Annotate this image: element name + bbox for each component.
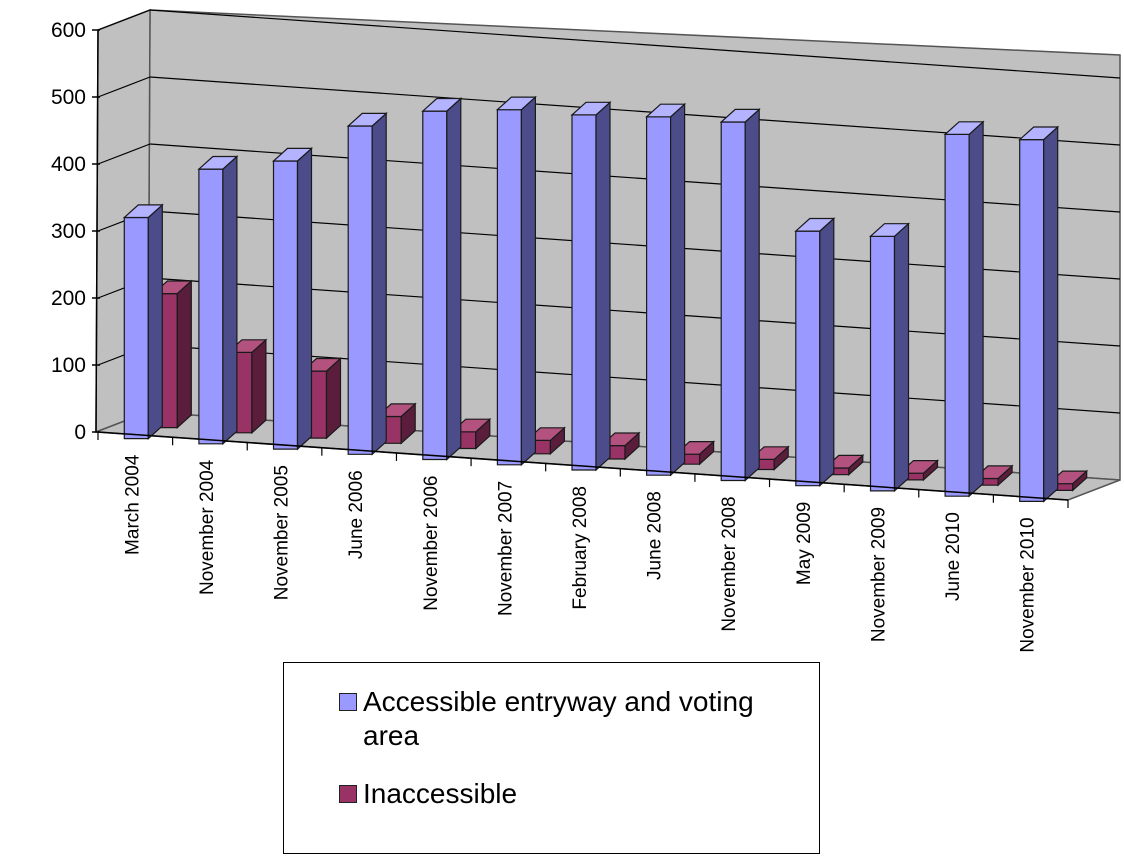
bar-accessible-top [570, 101, 612, 116]
bar-accessible-top [794, 217, 836, 232]
bar-accessible-top [1018, 126, 1060, 141]
bar-inaccessible-side [325, 357, 342, 440]
bar-accessible [943, 120, 985, 498]
legend-swatch-inaccessible [339, 785, 357, 803]
bar-accessible-side [222, 155, 238, 446]
bar-accessible-top [495, 96, 537, 111]
bar-accessible [271, 147, 314, 451]
category-axis-labels: March 2004 November 2004 November 2005 June… [97, 431, 1069, 653]
y-tick-label: 0 [74, 421, 86, 444]
x-tick-label: February 2008 [570, 486, 591, 610]
bar-accessible-front [347, 125, 373, 455]
bar-accessible [868, 222, 911, 493]
legend-swatch-accessible [339, 693, 357, 711]
bar-accessible-side [520, 95, 537, 467]
bar-accessible-front [944, 133, 970, 497]
bar-accessible-front [1019, 139, 1045, 502]
gridline-side [97, 76, 151, 98]
bar-inaccessible-side [251, 338, 267, 435]
bar-accessible [794, 217, 836, 488]
legend-item-inaccessible: Inaccessible [339, 777, 517, 811]
bar-accessible-side [147, 203, 163, 440]
x-tick-label: November 2005 [271, 465, 292, 600]
bar-accessible-front [795, 230, 821, 487]
bar-accessible-front [571, 114, 597, 471]
bar-accessible [122, 203, 164, 440]
x-tick-label: November 2010 [1018, 517, 1039, 652]
category-axis-line [97, 431, 1069, 501]
bar-accessible-side [1043, 125, 1059, 503]
gridline [149, 9, 1121, 79]
bar-accessible [719, 108, 761, 482]
bar-accessible-top [346, 112, 388, 127]
bar-accessible-side [296, 147, 313, 451]
gridline-side [97, 9, 151, 31]
y-tick-label: 300 [51, 220, 86, 243]
legend-label-inaccessible: Inaccessible [363, 778, 518, 809]
x-tick-label: May 2009 [794, 502, 815, 585]
bar-accessible [421, 97, 463, 461]
bar-accessible-front [422, 110, 448, 461]
bar-accessible [570, 100, 612, 472]
y-tick-label: 200 [51, 287, 86, 310]
bar-accessible-top [868, 223, 911, 237]
bar-accessible-top [421, 97, 463, 112]
bar-accessible-side [744, 108, 760, 482]
y-tick-label: 100 [51, 354, 86, 377]
bar-accessible-side [893, 222, 910, 493]
bar-inaccessible [1047, 469, 1089, 492]
bar-accessible-top [645, 103, 687, 118]
bar-accessible-side [595, 100, 611, 472]
bar-accessible-front [496, 109, 523, 466]
bar-accessible-side [446, 97, 462, 461]
bar-accessible-front [869, 235, 896, 492]
bar-accessible-front [123, 216, 149, 440]
x-tick-label: June 2008 [645, 491, 666, 580]
chart: 0 100 200 300 400 500 600 March 2004 November 2… [51, 8, 1121, 653]
bar-accessible [346, 112, 388, 456]
x-tick-label: November 2006 [421, 476, 442, 611]
bar-inaccessible-side [176, 279, 192, 429]
x-tick-label: November 2009 [869, 507, 890, 642]
bar-accessible [1018, 125, 1060, 503]
bar-accessible [197, 155, 239, 446]
x-tick-label: June 2006 [346, 470, 367, 559]
bar-accessible [495, 95, 537, 467]
y-tick-label: 500 [51, 86, 86, 109]
bar-accessible-top [943, 121, 985, 135]
x-tick-label: June 2010 [943, 512, 964, 601]
bar-accessible-side [819, 217, 835, 488]
y-tick-label: 400 [51, 153, 86, 176]
bar-accessible-front [198, 168, 224, 445]
bar-accessible-front [272, 160, 299, 450]
bar-accessible-front [645, 116, 672, 476]
y-tick-label: 600 [51, 19, 86, 42]
legend-label-accessible: Accessible entryway and voting area [363, 686, 754, 751]
value-axis: 0 100 200 300 400 500 600 [51, 19, 100, 444]
x-tick-label: November 2008 [719, 496, 740, 631]
legend: Accessible entryway and voting area Inac… [283, 662, 820, 854]
bar-accessible-side [669, 102, 686, 477]
bar-accessible-side [371, 112, 387, 456]
bar-accessible-top [197, 155, 239, 170]
bars [122, 95, 1089, 503]
x-tick-label: November 2007 [495, 481, 516, 616]
bar-accessible [645, 102, 687, 477]
bar-accessible-side [968, 120, 984, 498]
gridline-side [97, 143, 151, 165]
bar-accessible-top [271, 147, 314, 162]
bar-accessible-top [122, 204, 164, 219]
x-tick-label: March 2004 [122, 454, 143, 555]
legend-item-accessible: Accessible entryway and voting area [339, 685, 783, 753]
x-tick-label: November 2004 [197, 459, 218, 595]
bar-accessible-top [719, 108, 761, 123]
bar-accessible-front [720, 121, 746, 482]
